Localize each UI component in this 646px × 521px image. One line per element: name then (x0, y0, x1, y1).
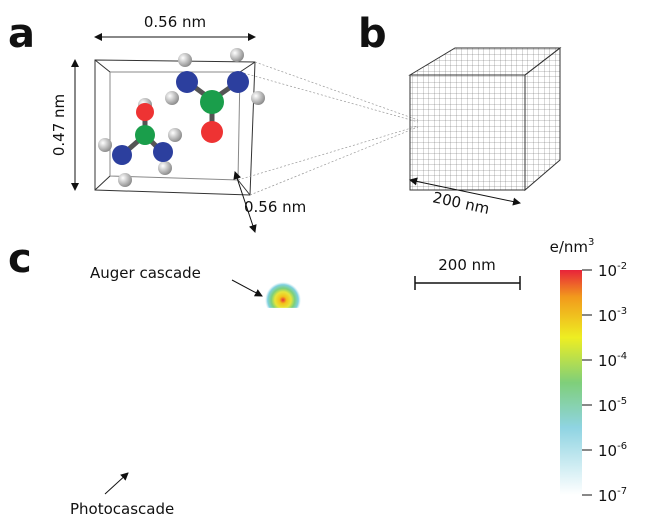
tick-exp: -6 (617, 441, 627, 452)
panel-a: a 0.56 nm 0.47 nm 0.56 nm (8, 11, 419, 233)
panel-label: b (358, 11, 387, 57)
tick-label: 10-7 (598, 486, 627, 505)
auger-label: Auger cascade (90, 264, 201, 282)
panel-label: a (8, 11, 35, 57)
tick-base: 10 (598, 262, 617, 280)
tick-label: 10-2 (598, 261, 627, 280)
dimension-arrow (233, 171, 257, 233)
tick-exp: -3 (617, 306, 627, 317)
tick-base: 10 (598, 352, 617, 370)
tick-base: 10 (598, 442, 617, 460)
tick-exp: -7 (617, 486, 627, 497)
unit-sup: 3 (588, 237, 594, 248)
tick-base: 10 (598, 307, 617, 325)
depth-label: 0.56 nm (244, 198, 306, 216)
tick-label: 10-6 (598, 441, 627, 460)
tick-label: 10-3 (598, 306, 627, 325)
tick-label: 10-4 (598, 351, 627, 370)
unit-text: e/nm (550, 238, 588, 256)
height-label: 0.47 nm (50, 94, 68, 156)
pointer-arrow (231, 279, 263, 297)
colorbar (560, 270, 582, 495)
scale-bar (414, 276, 521, 290)
tick-base: 10 (598, 487, 617, 505)
cube-front (409, 74, 526, 191)
width-label: 0.56 nm (144, 13, 206, 31)
scale-label: 200 nm (438, 256, 496, 274)
tick-label: 10-5 (598, 396, 627, 415)
tick-exp: -5 (617, 396, 627, 407)
tick-base: 10 (598, 397, 617, 415)
panel-label: c (8, 236, 32, 282)
zoom-lines (237, 61, 419, 196)
photo-label: Photocascade (70, 500, 174, 518)
colorbar-unit: e/nm3 (550, 237, 595, 256)
colorbar-ticks: 10-210-310-410-510-610-7 (582, 261, 627, 505)
tick-exp: -4 (617, 351, 627, 362)
tick-exp: -2 (617, 261, 627, 272)
panel-b: b 200 nm (358, 11, 562, 218)
pointer-arrow (104, 472, 129, 495)
dimension-arrow (409, 177, 521, 206)
molecules (98, 48, 265, 187)
size-label: 200 nm (431, 188, 491, 218)
